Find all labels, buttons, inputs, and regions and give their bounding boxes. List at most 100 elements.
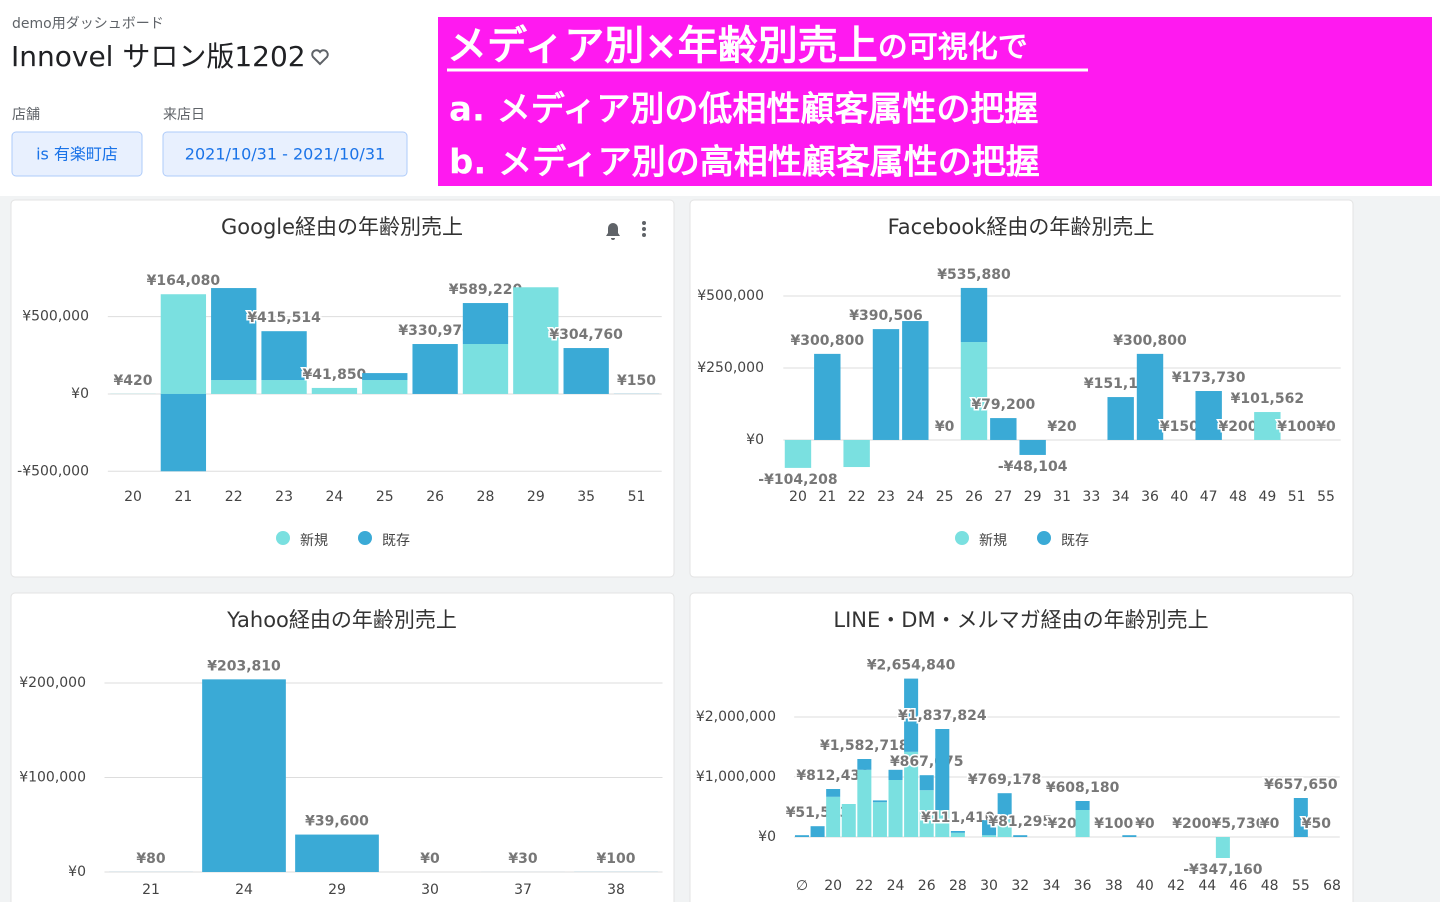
dashboard-subtitle: demo用ダッシュボード (12, 16, 164, 32)
x-tick-label: 26 (918, 878, 936, 894)
y-tick-label: ¥250,000 (697, 360, 764, 376)
bar-segment (935, 729, 950, 810)
data-label: ¥0 (420, 851, 440, 867)
x-tick-label: 25 (376, 489, 394, 505)
bar-segment (1254, 412, 1281, 440)
bar-segment (997, 793, 1012, 821)
bar-segment (857, 759, 872, 770)
data-label: ¥415,514 (247, 310, 321, 326)
x-tick-label: 24 (887, 878, 905, 894)
y-tick-label: ¥0 (68, 864, 86, 880)
data-label: ¥30 (508, 851, 537, 867)
data-label: ¥150 (1160, 419, 1199, 435)
data-label: ¥300,800 (791, 333, 865, 349)
x-tick-label: 28 (949, 878, 967, 894)
banner-headline-tail: の可視化で (878, 30, 1028, 65)
bar-segment (160, 294, 207, 394)
x-tick-label: 48 (1229, 489, 1247, 505)
bar-segment (960, 342, 988, 440)
bar-segment (1215, 837, 1230, 858)
filter-button[interactable] (162, 131, 408, 177)
x-tick-label: 22 (225, 489, 243, 505)
menu-icon[interactable] (642, 221, 646, 237)
bar-segment (982, 835, 997, 837)
favorite-icon[interactable] (311, 49, 329, 66)
x-tick-label: 38 (607, 882, 625, 898)
chart-card (10, 592, 675, 902)
legend-swatch (955, 531, 969, 545)
banner (438, 17, 1432, 186)
data-label: ¥80 (136, 851, 165, 867)
bar-segment (563, 348, 609, 394)
data-label: ¥20 (1047, 419, 1076, 435)
bar-segment (1293, 798, 1308, 837)
bar-segment (1075, 810, 1090, 837)
x-tick-label: 36 (1074, 878, 1092, 894)
x-tick-label: 24 (906, 489, 924, 505)
bar-segment (982, 820, 997, 836)
data-label: ¥101,562 (1231, 391, 1305, 407)
chart-card (689, 199, 1354, 578)
y-tick-label: -¥500,000 (17, 463, 89, 479)
bar-segment (362, 373, 408, 381)
x-tick-label: ∅ (796, 878, 808, 894)
bar-segment (826, 789, 841, 797)
data-label: ¥203,810 (207, 658, 281, 674)
data-label: ¥0 (1260, 816, 1280, 832)
filter-button[interactable] (11, 131, 143, 177)
y-tick-label: ¥100,000 (19, 769, 86, 785)
bar-segment (462, 344, 509, 394)
bar-segment (997, 820, 1012, 837)
x-tick-label: 38 (1105, 878, 1123, 894)
data-label: ¥330,970 (398, 323, 472, 339)
data-label: ¥1,582,718 (820, 738, 909, 754)
bar-segment (904, 751, 919, 837)
x-tick-label: 23 (877, 489, 895, 505)
data-label: ¥100 (1094, 816, 1133, 832)
y-tick-label: ¥0 (758, 829, 776, 845)
banner-headline: メディア別×年齢別売上の可視化で (447, 23, 1028, 69)
data-label: ¥420 (114, 373, 153, 389)
x-tick-label: 40 (1170, 489, 1188, 505)
x-tick-label: 42 (1167, 878, 1185, 894)
data-label: ¥608,180 (1046, 780, 1120, 796)
legend-label: 既存 (1061, 533, 1089, 549)
filter-value[interactable]: is 有楽町店 (36, 145, 118, 164)
bar-segment (261, 331, 307, 381)
alert-icon[interactable] (606, 223, 620, 240)
data-label: ¥100 (1277, 419, 1316, 435)
x-tick-label: 40 (1136, 878, 1154, 894)
bar-segment (888, 780, 903, 837)
legend-swatch (358, 531, 372, 545)
x-tick-label: 48 (1261, 878, 1279, 894)
data-label: ¥111,410 (921, 810, 995, 826)
data-label: ¥867,075 (890, 754, 964, 770)
x-tick-label: 24 (235, 882, 253, 898)
y-tick-label: ¥500,000 (22, 309, 89, 325)
x-tick-label: 49 (1258, 489, 1276, 505)
data-label: ¥589,220 (449, 282, 523, 298)
data-label: ¥39,600 (305, 814, 369, 830)
x-tick-label: 21 (818, 489, 836, 505)
x-tick-label: 26 (426, 489, 444, 505)
y-tick-label: ¥500,000 (697, 288, 764, 304)
chart-title: Yahoo経由の年齢別売上 (226, 608, 457, 632)
bar-segment (211, 380, 257, 394)
bar-segment (1075, 801, 1090, 810)
bar-segment (888, 769, 903, 780)
x-tick-label: 31 (1053, 489, 1071, 505)
bar-segment (412, 344, 458, 394)
data-label: ¥1,837,824 (898, 708, 987, 724)
x-tick-label: 32 (1011, 878, 1029, 894)
x-tick-label: 22 (855, 878, 873, 894)
data-label: ¥535,880 (937, 267, 1011, 283)
x-tick-label: 29 (527, 489, 545, 505)
data-label: ¥304,760 (549, 327, 623, 343)
banner-headline-main: メディア別×年齢別売上 (447, 23, 878, 69)
filter-value[interactable]: 2021/10/31 - 2021/10/31 (185, 145, 385, 164)
x-tick-label: 30 (421, 882, 439, 898)
chart-title: LINE・DM・メルマガ経由の年齢別売上 (833, 608, 1208, 632)
x-tick-label: 30 (980, 878, 998, 894)
x-tick-label: 22 (848, 489, 866, 505)
